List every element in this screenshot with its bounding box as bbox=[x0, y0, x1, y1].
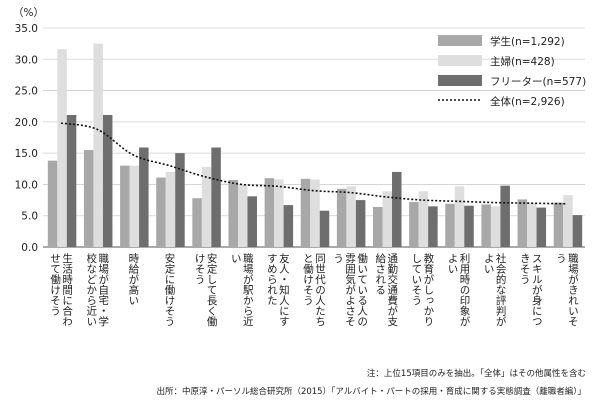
bar bbox=[228, 180, 238, 247]
x-tick-label: 時給が高い bbox=[127, 253, 139, 306]
bar bbox=[283, 205, 294, 247]
bar bbox=[175, 153, 185, 247]
bar bbox=[464, 205, 474, 247]
legend-swatch bbox=[438, 75, 482, 86]
bar bbox=[527, 203, 537, 247]
bar bbox=[192, 198, 202, 247]
legend-label: 全体(n=2,926) bbox=[490, 95, 565, 108]
bar bbox=[120, 165, 130, 247]
bar bbox=[346, 186, 356, 247]
y-tick-label: 35.0 bbox=[15, 23, 38, 35]
x-tick-label: よい bbox=[483, 253, 495, 274]
legend-swatch bbox=[438, 55, 482, 66]
bar bbox=[355, 200, 366, 247]
y-tick-label: 15.0 bbox=[15, 148, 38, 160]
x-tick-label: 給される bbox=[374, 252, 386, 295]
x-tick-label: い bbox=[230, 253, 242, 264]
bar bbox=[274, 179, 284, 247]
x-tick-label: スキルが身につ bbox=[531, 253, 543, 327]
x-tick-label: 雰囲気がよさそ bbox=[344, 253, 356, 327]
bar bbox=[165, 171, 176, 247]
bar bbox=[310, 179, 320, 247]
chart-note: 注：上位15項目のみを抽出。「全体」はその他属性を含む bbox=[366, 369, 586, 379]
bar bbox=[300, 178, 311, 247]
bar bbox=[336, 188, 347, 247]
bar bbox=[211, 147, 221, 247]
legend-label: 主婦(n=428) bbox=[490, 56, 555, 68]
bar bbox=[536, 207, 547, 247]
bar bbox=[139, 147, 149, 247]
x-tick-label: 職場がきれいそ bbox=[567, 253, 579, 327]
x-tick-label: けそう bbox=[194, 253, 206, 285]
bar bbox=[319, 210, 330, 247]
x-tick-label: 職場が駅から近 bbox=[242, 253, 254, 327]
x-tick-label: 同世代の人たち bbox=[314, 253, 326, 327]
y-tick-label: 30.0 bbox=[15, 54, 38, 66]
bar bbox=[454, 186, 465, 247]
bar bbox=[129, 165, 140, 247]
bar bbox=[93, 43, 103, 248]
legend-label: フリーター(n=577) bbox=[490, 76, 586, 88]
bar bbox=[563, 195, 573, 247]
x-tick-label: 安定して長く働 bbox=[206, 252, 218, 327]
x-tick-label: していそう bbox=[410, 253, 422, 306]
x-tick-label: と働けそう bbox=[302, 253, 314, 306]
bar bbox=[66, 114, 77, 247]
bar bbox=[553, 202, 564, 247]
x-tick-label: 生活時間に合わ bbox=[61, 252, 73, 326]
bar bbox=[392, 171, 402, 247]
bar bbox=[481, 204, 491, 247]
y-tick-label: 25.0 bbox=[15, 86, 38, 98]
x-tick-label: 教育がしっかり bbox=[422, 252, 434, 326]
legend-swatch bbox=[438, 35, 482, 46]
x-tick-label: 安定に働けそう bbox=[163, 252, 175, 326]
bar bbox=[57, 49, 67, 247]
bar bbox=[201, 166, 212, 247]
bar bbox=[409, 201, 419, 247]
x-tick-label: よい bbox=[447, 253, 459, 274]
x-tick-label: 校などから近い bbox=[85, 252, 97, 326]
y-axis-unit: （%） bbox=[13, 7, 44, 19]
total-line bbox=[60, 122, 567, 205]
x-tick-label: 社会的な評判が bbox=[495, 252, 507, 326]
bar bbox=[428, 206, 438, 247]
legend-label: 学生(n=1,292) bbox=[490, 35, 565, 48]
bar bbox=[247, 196, 257, 247]
bar bbox=[264, 178, 275, 247]
bar bbox=[445, 203, 455, 247]
x-tick-label: すめられた bbox=[266, 253, 278, 306]
x-tick-label: う bbox=[332, 253, 344, 264]
x-tick-label: 友人・知人にす bbox=[278, 252, 290, 326]
bar bbox=[382, 191, 393, 247]
y-tick-label: 10.0 bbox=[15, 179, 38, 191]
bar bbox=[500, 185, 510, 247]
x-tick-label: 働いている人の bbox=[356, 252, 368, 326]
y-tick-label: 0.0 bbox=[21, 242, 38, 254]
bar bbox=[102, 114, 113, 247]
bar bbox=[237, 184, 248, 247]
bar bbox=[517, 199, 528, 247]
bar bbox=[490, 206, 501, 247]
x-tick-label: 職場が自宅・学 bbox=[97, 253, 109, 327]
y-tick-label: 20.0 bbox=[15, 117, 38, 129]
bar bbox=[156, 177, 166, 247]
bar bbox=[418, 191, 429, 247]
x-tick-label: せて働けそう bbox=[49, 253, 61, 316]
bar bbox=[572, 215, 583, 247]
bar bbox=[47, 160, 58, 247]
bar bbox=[83, 150, 94, 247]
x-tick-label: きそう bbox=[519, 253, 531, 285]
y-tick-label: 5.0 bbox=[21, 211, 38, 223]
x-tick-label: う bbox=[555, 253, 567, 264]
bar bbox=[373, 206, 383, 247]
x-tick-label: 通勤交通費が支 bbox=[386, 253, 398, 327]
x-tick-label: 利用時の印象が bbox=[459, 253, 471, 327]
chart-source: 出所：中原淳・パーソル総合研究所（2015）「アルバイト・パートの採用・育成に関… bbox=[156, 387, 586, 397]
